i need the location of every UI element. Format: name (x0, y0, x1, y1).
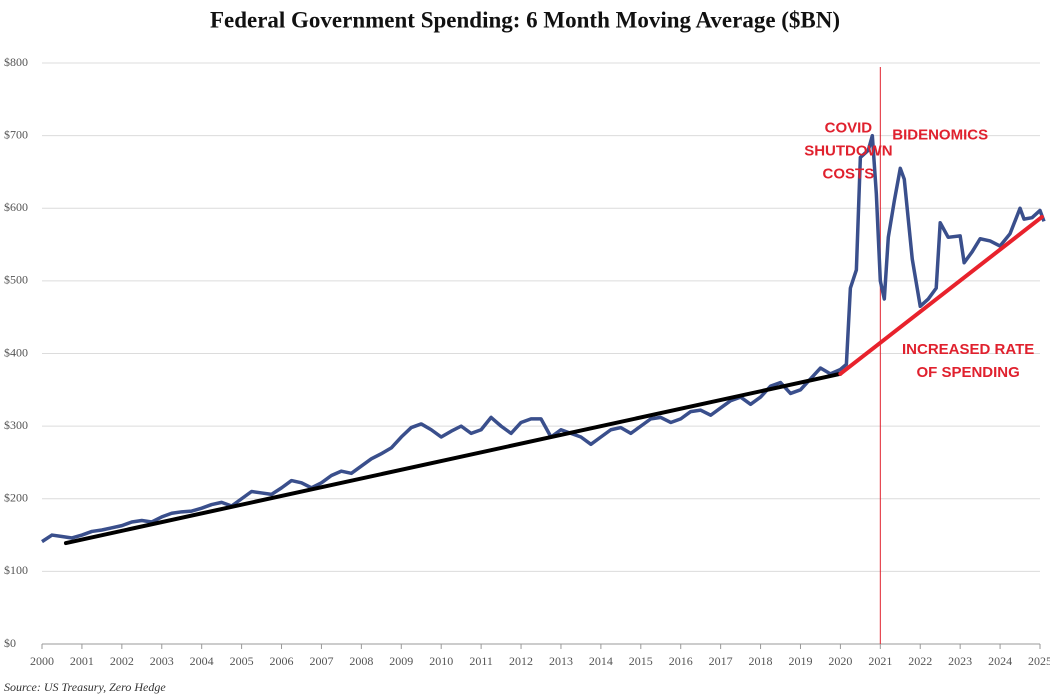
trend-line (63, 371, 843, 546)
y-tick-label: $300 (4, 418, 28, 432)
x-tick-label: 2015 (629, 654, 653, 668)
x-tick-label: 2010 (429, 654, 453, 668)
x-tick-label: 2000 (30, 654, 54, 668)
x-tick-label: 2001 (70, 654, 94, 668)
series-line (41, 133, 1046, 544)
y-tick-label: $0 (4, 636, 16, 650)
x-tick-label: 2007 (309, 654, 333, 668)
x-tick-label: 2005 (230, 654, 254, 668)
x-tick-label: 2012 (509, 654, 533, 668)
x-tick-label: 2023 (948, 654, 972, 668)
x-tick-label: 2025 (1028, 654, 1050, 668)
chart-title: Federal Government Spending: 6 Month Mov… (210, 7, 840, 32)
x-tick-label: 2009 (389, 654, 413, 668)
y-tick-label: $600 (4, 200, 28, 214)
x-tick-label: 2018 (749, 654, 773, 668)
x-tick-label: 2008 (349, 654, 373, 668)
y-tick-label: $400 (4, 345, 28, 359)
x-tick-label: 2021 (868, 654, 892, 668)
x-tick-label: 2003 (150, 654, 174, 668)
x-tick-label: 2019 (788, 654, 812, 668)
annotation: OF SPENDING (916, 364, 1019, 381)
x-tick-label: 2011 (469, 654, 493, 668)
annotation: COSTS (823, 165, 875, 182)
x-tick-label: 2017 (709, 654, 733, 668)
x-tick-label: 2013 (549, 654, 573, 668)
x-tick-label: 2014 (589, 654, 613, 668)
x-tick-label: 2006 (270, 654, 294, 668)
x-tick-label: 2022 (908, 654, 932, 668)
x-tick-label: 2024 (988, 654, 1012, 668)
annotation: COVID (825, 119, 873, 136)
x-tick-label: 2002 (110, 654, 134, 668)
x-tick-label: 2004 (190, 654, 214, 668)
x-tick-label: 2016 (669, 654, 693, 668)
y-tick-label: $700 (4, 127, 28, 141)
y-tick-label: $100 (4, 563, 28, 577)
annotation: SHUTDOWN (804, 142, 892, 159)
annotation: BIDENOMICS (892, 127, 988, 144)
source: Source: US Treasury, Zero Hedge (4, 680, 166, 694)
y-tick-label: $500 (4, 273, 28, 287)
y-tick-label: $800 (4, 55, 28, 69)
x-tick-label: 2020 (828, 654, 852, 668)
annotation: INCREASED RATE (902, 341, 1034, 358)
y-tick-label: $200 (4, 491, 28, 505)
trend-line (838, 214, 1044, 376)
